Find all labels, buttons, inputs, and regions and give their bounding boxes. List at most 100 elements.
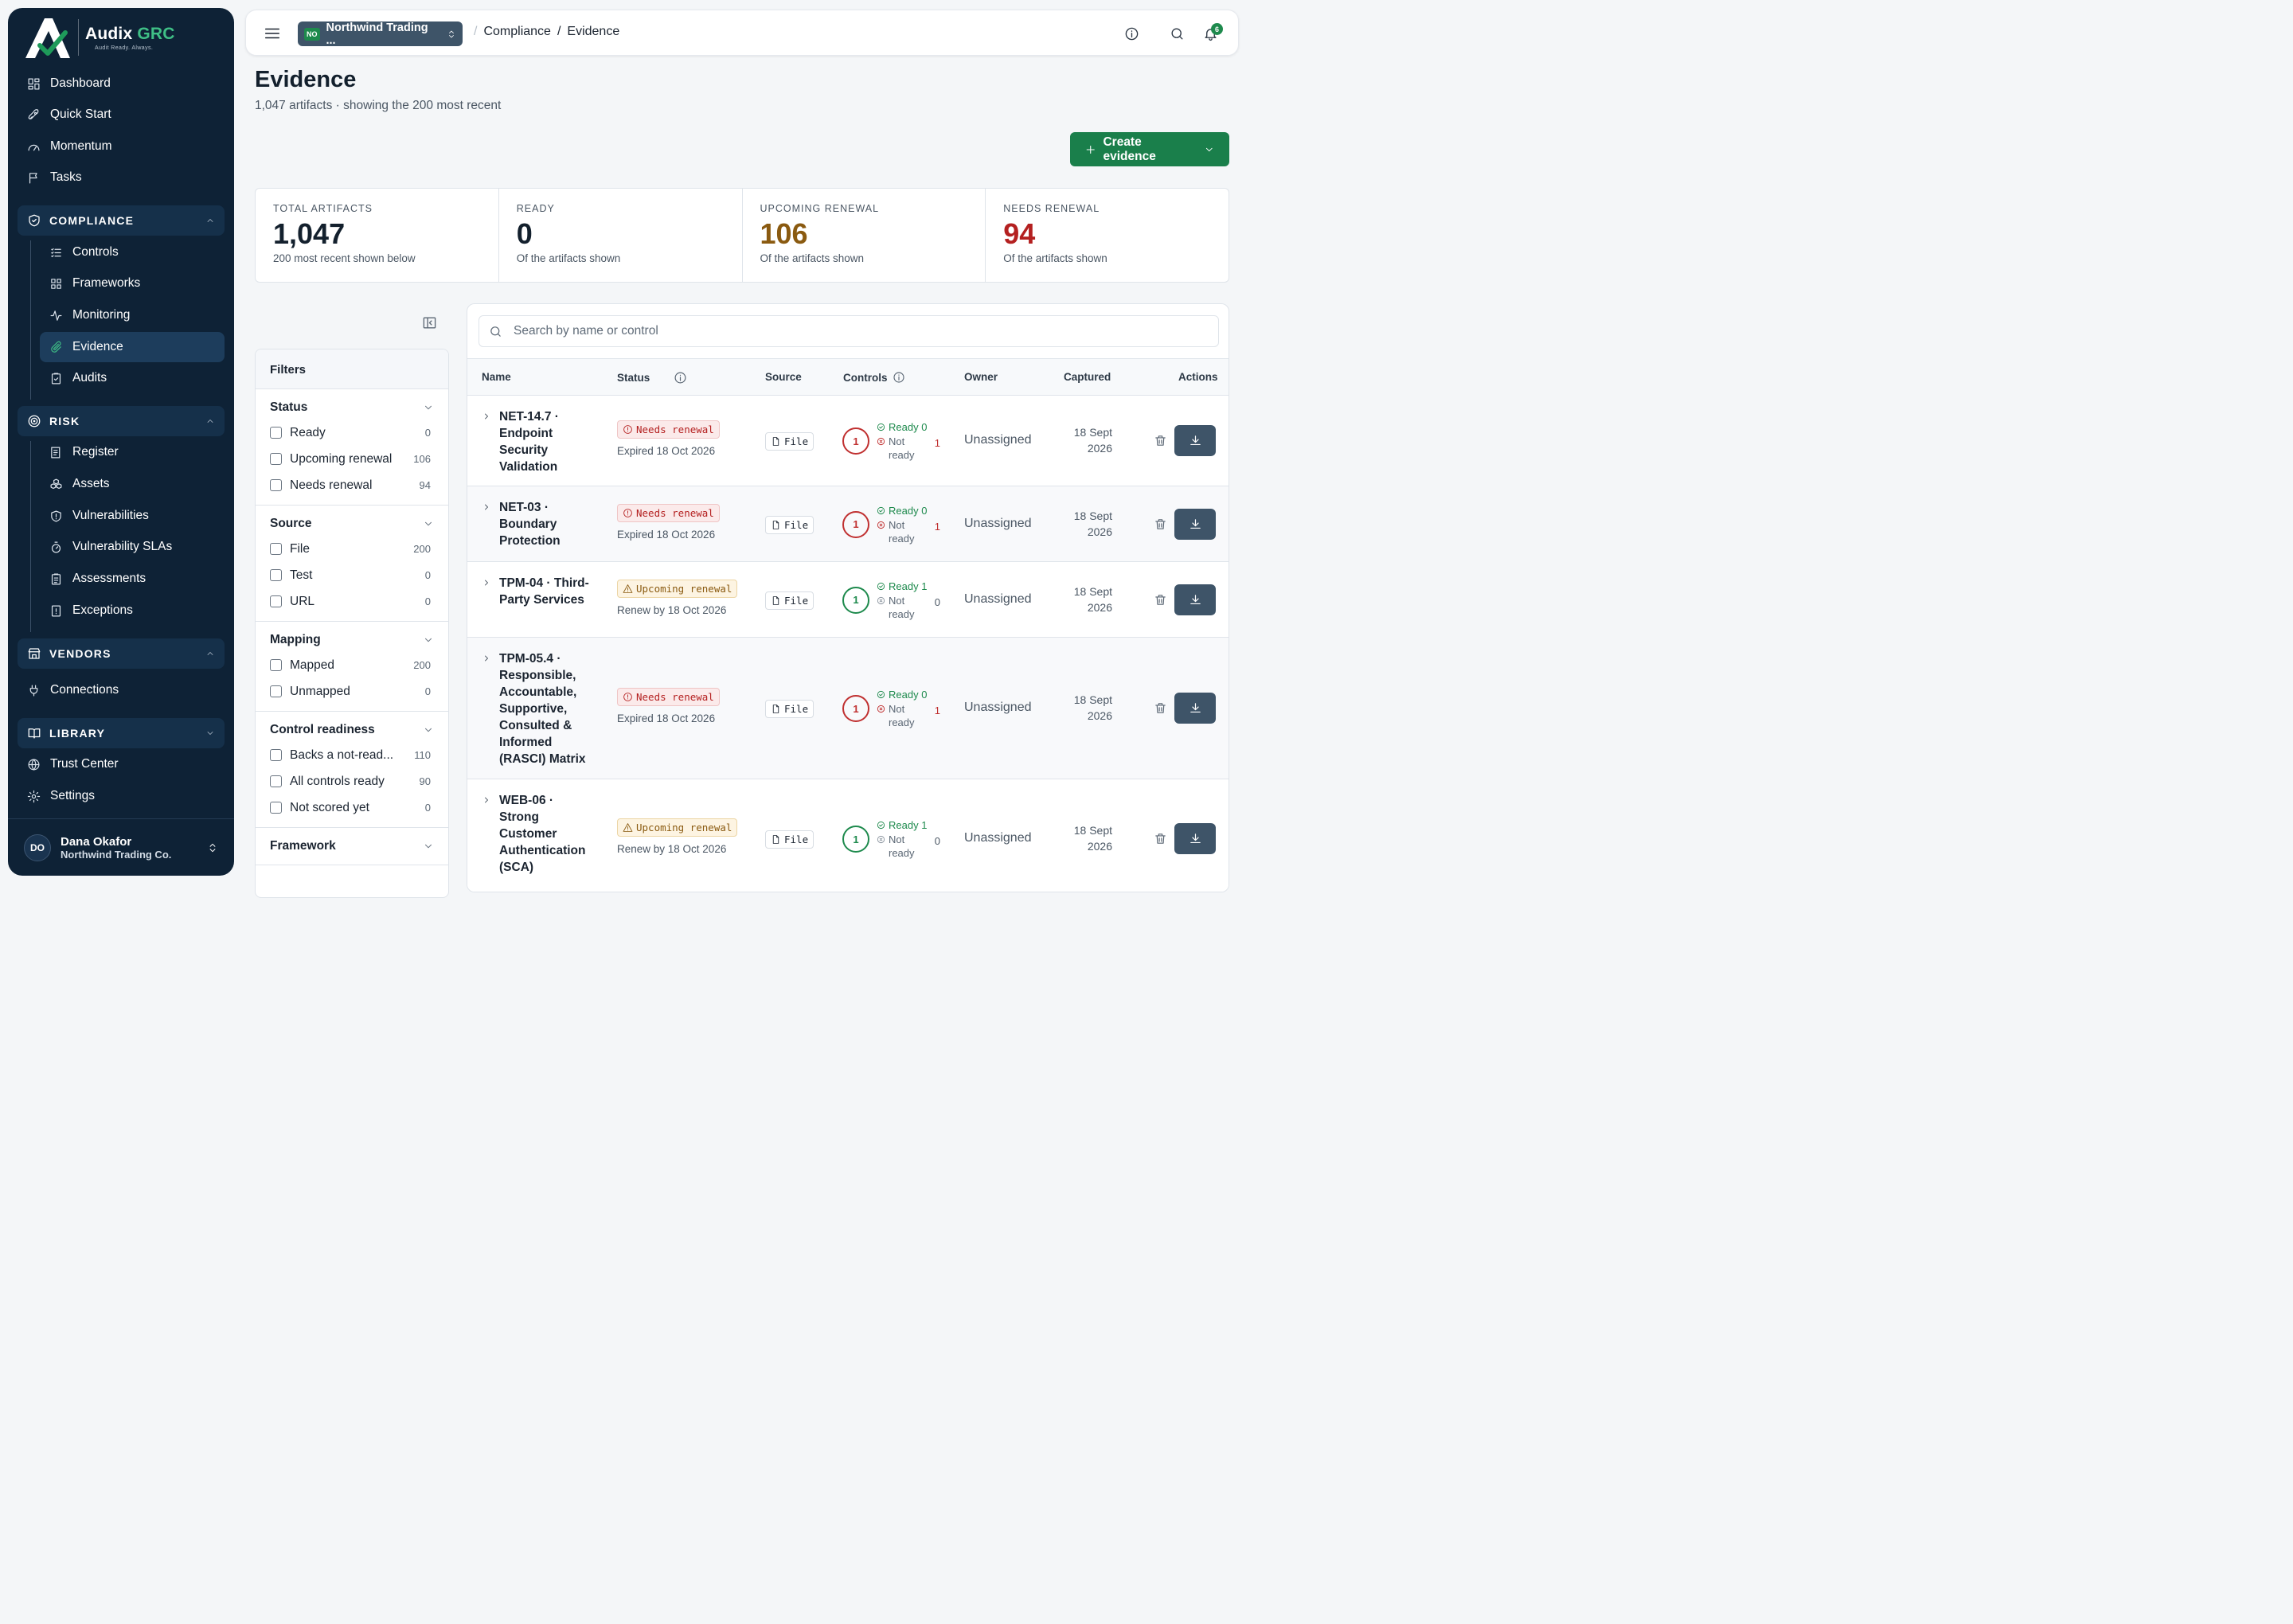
col-controls[interactable]: Controls bbox=[843, 371, 905, 384]
filter-option[interactable]: Upcoming renewal 106 bbox=[270, 446, 434, 472]
search-input[interactable]: Search by name or control bbox=[479, 315, 1219, 347]
user-menu[interactable]: DO Dana Okafor Northwind Trading Co. bbox=[8, 818, 234, 876]
filter-option[interactable]: Mapped 200 bbox=[270, 652, 434, 678]
download-button[interactable] bbox=[1174, 693, 1216, 724]
table-row[interactable]: TPM-05.4 · Responsible, Accountable, Sup… bbox=[467, 638, 1229, 779]
nav-quick-start[interactable]: Quick Start bbox=[27, 100, 111, 129]
filter-option[interactable]: Test 0 bbox=[270, 562, 434, 588]
nav-trust-center[interactable]: Trust Center bbox=[27, 750, 119, 779]
menu-icon[interactable] bbox=[264, 25, 281, 42]
checkbox[interactable] bbox=[270, 685, 282, 697]
nav-frameworks[interactable]: Frameworks bbox=[49, 269, 140, 298]
trash-icon[interactable] bbox=[1154, 832, 1167, 845]
evidence-name[interactable]: WEB-06 · Strong Customer Authentication … bbox=[499, 794, 586, 874]
nav-connections[interactable]: Connections bbox=[27, 676, 119, 705]
chevron-right-icon[interactable] bbox=[482, 502, 491, 512]
checkbox[interactable] bbox=[270, 802, 282, 814]
nav-settings[interactable]: Settings bbox=[27, 782, 95, 810]
filter-group-toggle[interactable]: Status bbox=[270, 399, 434, 416]
nav-controls[interactable]: Controls bbox=[49, 238, 119, 267]
section-risk[interactable]: RISK bbox=[18, 406, 225, 436]
nav-vulnerability-slas[interactable]: Vulnerability SLAs bbox=[49, 533, 172, 561]
checkbox[interactable] bbox=[270, 569, 282, 581]
owner[interactable]: Unassigned bbox=[964, 433, 1032, 447]
filter-group-toggle[interactable]: Framework bbox=[270, 837, 434, 855]
nav-assets[interactable]: Assets bbox=[49, 470, 110, 498]
nav-assessments[interactable]: Assessments bbox=[49, 564, 146, 593]
evidence-name[interactable]: TPM-04 · Third-Party Services bbox=[499, 576, 589, 607]
chevron-right-icon[interactable] bbox=[482, 412, 491, 421]
filter-option[interactable]: Needs renewal 94 bbox=[270, 472, 434, 498]
checkbox[interactable] bbox=[270, 427, 282, 439]
nav-evidence[interactable]: Evidence bbox=[49, 333, 123, 361]
table-row[interactable]: NET-14.7 · Endpoint Security Validation … bbox=[467, 396, 1229, 486]
brand[interactable]: Audix GRC Audit Ready. Always. bbox=[24, 13, 175, 62]
chevron-right-icon[interactable] bbox=[482, 654, 491, 663]
chevron-right-icon[interactable] bbox=[482, 578, 491, 588]
trash-icon[interactable] bbox=[1154, 434, 1167, 447]
table-row[interactable]: NET-03 · Boundary Protection Needs renew… bbox=[467, 486, 1229, 562]
col-source[interactable]: Source bbox=[765, 371, 802, 383]
checkbox[interactable] bbox=[270, 543, 282, 555]
evidence-name[interactable]: TPM-05.4 · Responsible, Accountable, Sup… bbox=[499, 652, 586, 766]
info-icon[interactable] bbox=[893, 371, 905, 384]
owner[interactable]: Unassigned bbox=[964, 701, 1032, 714]
filter-option[interactable]: All controls ready 90 bbox=[270, 768, 434, 794]
search-icon[interactable] bbox=[1170, 26, 1185, 41]
checkbox[interactable] bbox=[270, 595, 282, 607]
tenant-switcher[interactable]: NO Northwind Trading ... bbox=[298, 21, 463, 47]
checkbox[interactable] bbox=[270, 749, 282, 761]
filter-group-toggle[interactable]: Mapping bbox=[270, 631, 434, 649]
col-owner[interactable]: Owner bbox=[964, 371, 998, 383]
owner[interactable]: Unassigned bbox=[964, 831, 1032, 845]
info-icon[interactable] bbox=[674, 371, 687, 385]
trash-icon[interactable] bbox=[1154, 593, 1167, 607]
owner[interactable]: Unassigned bbox=[964, 591, 1032, 606]
trash-icon[interactable] bbox=[1154, 701, 1167, 715]
owner[interactable]: Unassigned bbox=[964, 516, 1032, 530]
col-name[interactable]: Name bbox=[482, 371, 511, 383]
evidence-name[interactable]: NET-03 · Boundary Protection bbox=[499, 501, 561, 548]
chevron-right-icon[interactable] bbox=[482, 795, 491, 805]
controls-count[interactable]: 1 bbox=[842, 826, 869, 853]
checkbox[interactable] bbox=[270, 659, 282, 671]
controls-count[interactable]: 1 bbox=[842, 510, 869, 538]
nav-momentum[interactable]: Momentum bbox=[27, 132, 112, 161]
col-captured[interactable]: Captured bbox=[1064, 371, 1111, 383]
info-icon[interactable] bbox=[1124, 26, 1139, 41]
controls-count[interactable]: 1 bbox=[842, 695, 869, 722]
nav-exceptions[interactable]: Exceptions bbox=[49, 596, 133, 625]
filter-option[interactable]: File 200 bbox=[270, 536, 434, 562]
filter-option[interactable]: Ready 0 bbox=[270, 420, 434, 446]
checkbox[interactable] bbox=[270, 453, 282, 465]
create-evidence-button[interactable]: Create evidence bbox=[1070, 132, 1229, 166]
filter-group-toggle[interactable]: Control readiness bbox=[270, 721, 434, 739]
section-vendors[interactable]: VENDORS bbox=[18, 638, 225, 669]
nav-vulnerabilities[interactable]: Vulnerabilities bbox=[49, 502, 149, 530]
trash-icon[interactable] bbox=[1154, 517, 1167, 531]
checkbox[interactable] bbox=[270, 479, 282, 491]
filter-group-toggle[interactable]: Source bbox=[270, 515, 434, 533]
breadcrumb-compliance[interactable]: Compliance bbox=[483, 25, 551, 38]
checkbox[interactable] bbox=[270, 775, 282, 787]
download-button[interactable] bbox=[1174, 823, 1216, 854]
filter-option[interactable]: Not scored yet 0 bbox=[270, 794, 434, 821]
filter-option[interactable]: URL 0 bbox=[270, 588, 434, 615]
nav-dashboard[interactable]: Dashboard bbox=[27, 69, 111, 98]
controls-count[interactable]: 1 bbox=[842, 427, 869, 455]
nav-tasks[interactable]: Tasks bbox=[27, 163, 82, 192]
filter-option[interactable]: Unmapped 0 bbox=[270, 678, 434, 705]
sidebar-collapse-icon[interactable] bbox=[422, 315, 437, 330]
controls-count[interactable]: 1 bbox=[842, 586, 869, 614]
nav-audits[interactable]: Audits bbox=[49, 364, 107, 392]
col-status[interactable]: Status bbox=[617, 371, 687, 385]
download-button[interactable] bbox=[1174, 584, 1216, 615]
download-button[interactable] bbox=[1174, 425, 1216, 456]
section-library[interactable]: LIBRARY bbox=[18, 718, 225, 748]
nav-register[interactable]: Register bbox=[49, 438, 119, 467]
table-row[interactable]: WEB-06 · Strong Customer Authentication … bbox=[467, 779, 1229, 892]
evidence-name[interactable]: NET-14.7 · Endpoint Security Validation bbox=[499, 410, 559, 474]
section-compliance[interactable]: COMPLIANCE bbox=[18, 205, 225, 236]
filter-option[interactable]: Backs a not-read... 110 bbox=[270, 742, 434, 768]
nav-monitoring[interactable]: Monitoring bbox=[49, 301, 130, 330]
